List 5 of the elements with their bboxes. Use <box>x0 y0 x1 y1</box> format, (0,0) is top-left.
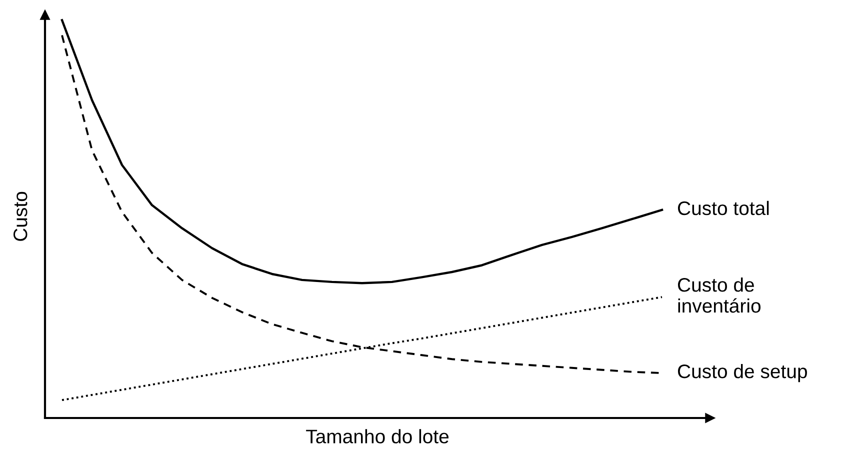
series-label: Custo de setup <box>678 364 807 382</box>
x-axis-title: Tamanho do lote <box>306 429 449 444</box>
series-label: Custo de inventário <box>678 278 760 313</box>
series-label: Custo total <box>678 200 769 216</box>
y-axis-title: Custo <box>14 192 28 241</box>
